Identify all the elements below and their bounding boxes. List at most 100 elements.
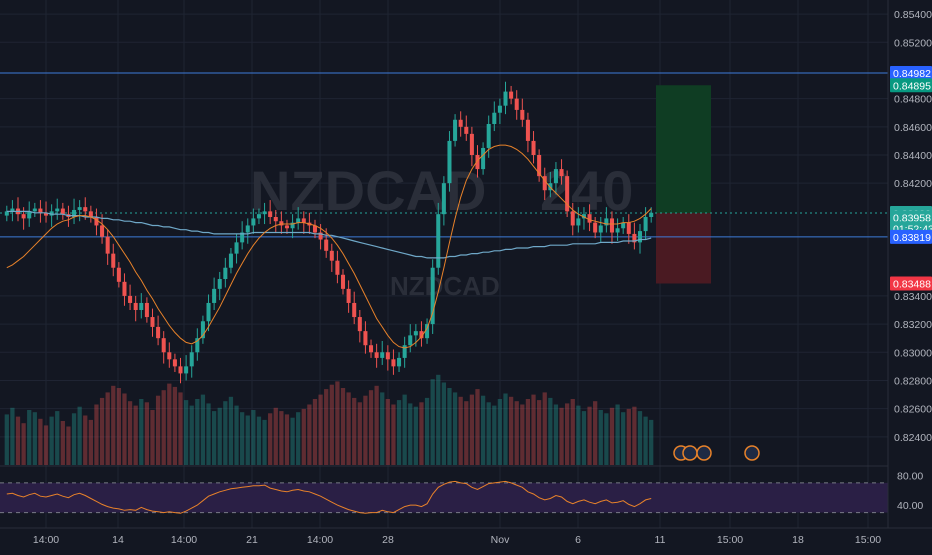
candle-body[interactable] [643, 217, 648, 232]
candle-body[interactable] [425, 324, 430, 339]
candle-body[interactable] [200, 321, 205, 339]
candle-body[interactable] [369, 345, 374, 353]
candle-body[interactable] [385, 352, 390, 360]
candle-body[interactable] [340, 274, 346, 289]
candle-body[interactable] [100, 225, 105, 237]
candle-body[interactable] [598, 225, 603, 233]
candle-body[interactable] [273, 217, 278, 222]
candle-body[interactable] [430, 267, 435, 325]
candle-body[interactable] [626, 222, 631, 234]
candle-body[interactable] [301, 218, 306, 223]
candle-body[interactable] [240, 232, 245, 243]
candle-body[interactable] [111, 253, 116, 268]
candle-body[interactable] [447, 140, 452, 184]
candle-body[interactable] [268, 211, 273, 217]
candle-body[interactable] [469, 133, 474, 155]
candle-body[interactable] [296, 218, 301, 223]
event-marker-icon[interactable] [682, 445, 698, 461]
candle-body[interactable] [228, 253, 233, 268]
candle-body[interactable] [212, 288, 217, 303]
candle-body[interactable] [217, 279, 222, 289]
candle-body[interactable] [72, 209, 77, 217]
candle-body[interactable] [4, 211, 9, 216]
candle-body[interactable] [570, 211, 575, 226]
candle-body[interactable] [32, 208, 37, 212]
candle-body[interactable] [352, 302, 357, 318]
candle-body[interactable] [133, 302, 138, 310]
candle-body[interactable] [363, 331, 368, 346]
candle-body[interactable] [49, 211, 54, 216]
candle-body[interactable] [492, 112, 497, 124]
candle-body[interactable] [161, 338, 166, 353]
candle-body[interactable] [55, 208, 60, 212]
candle-body[interactable] [234, 242, 239, 254]
candle-body[interactable] [357, 317, 362, 332]
event-marker-icon[interactable] [744, 445, 760, 461]
candle-body[interactable] [251, 218, 256, 226]
candle-body[interactable] [481, 147, 486, 170]
candle-body[interactable] [83, 207, 88, 212]
candle-body[interactable] [38, 208, 43, 213]
candle-body[interactable] [346, 288, 351, 303]
candle-body[interactable] [525, 119, 530, 141]
candle-body[interactable] [189, 352, 194, 367]
candle-body[interactable] [139, 302, 144, 310]
candle-body[interactable] [172, 359, 177, 367]
candle-body[interactable] [458, 119, 463, 127]
candle-body[interactable] [329, 250, 334, 261]
candle-body[interactable] [397, 357, 402, 367]
candle-body[interactable] [509, 91, 514, 99]
candle-body[interactable] [312, 225, 318, 233]
candle-body[interactable] [27, 211, 32, 219]
candle-body[interactable] [615, 228, 620, 233]
candle-body[interactable] [156, 326, 161, 339]
candle-body[interactable] [335, 260, 340, 275]
candle-body[interactable] [290, 222, 295, 229]
candle-body[interactable] [576, 218, 581, 226]
candle-body[interactable] [475, 155, 480, 170]
candle-body[interactable] [380, 352, 385, 358]
candle-body[interactable] [262, 211, 267, 215]
candle-body[interactable] [497, 105, 502, 113]
candle-body[interactable] [649, 212, 654, 217]
candle-body[interactable] [587, 214, 592, 223]
candle-body[interactable] [402, 345, 407, 358]
candle-body[interactable] [531, 140, 536, 155]
candle-body[interactable] [559, 169, 564, 177]
event-marker-icon[interactable] [696, 445, 712, 461]
candle-body[interactable] [632, 233, 637, 243]
candle-body[interactable] [391, 359, 396, 367]
candle-body[interactable] [621, 222, 626, 229]
candle-body[interactable] [464, 126, 469, 134]
candle-body[interactable] [318, 232, 323, 240]
candle-body[interactable] [10, 208, 15, 212]
candle-body[interactable] [178, 366, 183, 374]
candle-body[interactable] [637, 231, 643, 243]
candle-body[interactable] [453, 119, 458, 141]
candle-body[interactable] [195, 338, 200, 353]
candle-body[interactable] [167, 352, 172, 360]
candle-body[interactable] [279, 221, 284, 226]
candle-body[interactable] [604, 218, 609, 226]
candle-body[interactable] [184, 366, 189, 374]
candle-body[interactable] [105, 236, 110, 254]
candle-body[interactable] [553, 169, 558, 184]
candle-body[interactable] [94, 217, 99, 226]
candle-body[interactable] [413, 331, 418, 336]
candle-body[interactable] [144, 302, 149, 318]
candle-body[interactable] [77, 207, 82, 210]
candle-body[interactable] [441, 183, 446, 215]
candle-body[interactable] [44, 212, 49, 216]
candle-body[interactable] [324, 239, 329, 251]
candle-body[interactable] [60, 208, 65, 215]
candle-body[interactable] [565, 176, 570, 212]
candle-body[interactable] [21, 214, 26, 219]
candle-body[interactable] [581, 214, 586, 219]
candle-body[interactable] [436, 214, 441, 268]
candle-body[interactable] [408, 335, 413, 346]
candle-body[interactable] [520, 109, 525, 120]
candle-body[interactable] [419, 331, 424, 339]
candle-body[interactable] [128, 295, 133, 303]
